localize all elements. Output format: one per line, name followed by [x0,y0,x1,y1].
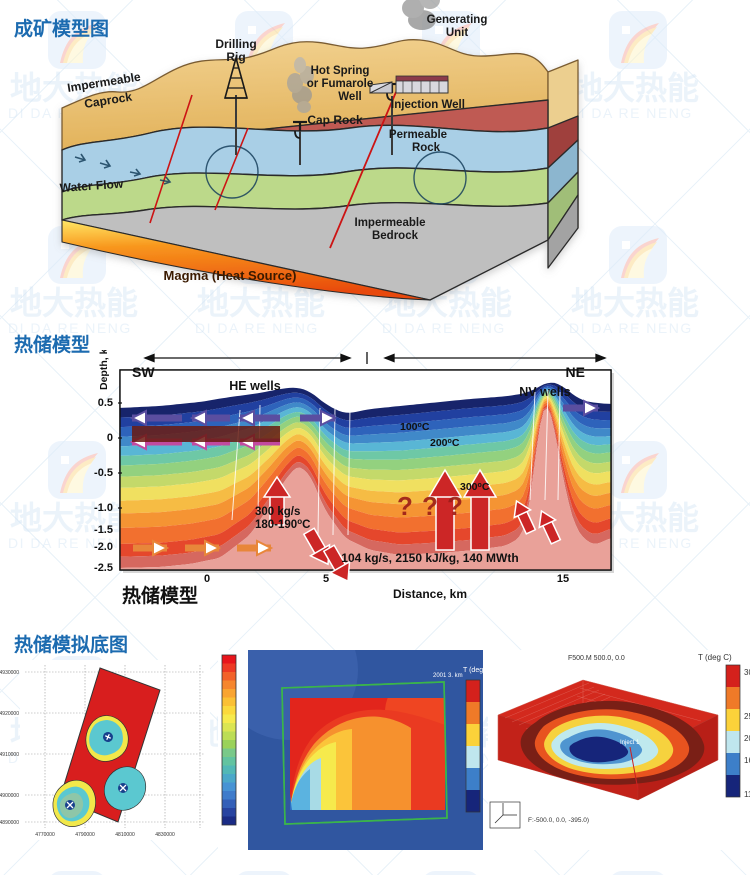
svg-text:0: 0 [204,573,210,585]
svg-text:4790000: 4790000 [75,832,95,838]
svg-text:Distance, km: Distance, km [393,587,467,601]
svg-text:4900000: 4900000 [0,793,19,799]
svg-text:Cap Rock: Cap Rock [307,113,363,127]
svg-text:Drilling: Drilling [215,37,256,51]
svg-text:180-190oC: 180-190oC [255,517,310,532]
svg-text:-1.5: -1.5 [94,524,113,536]
svg-text:Impermeable: Impermeable [355,217,426,229]
svg-text:100oC: 100oC [400,421,430,433]
svg-text:209: 209 [744,734,750,743]
svg-text:-2.5: -2.5 [94,562,113,574]
svg-text:or Fumarole: or Fumarole [307,78,373,90]
svg-text:4830000: 4830000 [155,832,175,838]
svg-text:4920000: 4920000 [0,711,19,717]
svg-text:15: 15 [557,573,569,585]
svg-text:4770000: 4770000 [35,832,55,838]
svg-text:104 kg/s, 2150 kJ/kg, 140 MWth: 104 kg/s, 2150 kJ/kg, 140 MWth [341,551,518,565]
svg-text:?: ? [397,491,413,521]
svg-text:4910000: 4910000 [0,752,19,758]
svg-text:Generating: Generating [427,14,488,26]
svg-text:Depth, km: Depth, km [98,350,110,390]
svg-text:HE wells: HE wells [229,379,280,393]
svg-text:2001 3. km: 2001 3. km [433,673,463,679]
svg-text:Rig: Rig [226,50,245,64]
svg-text:4930000: 4930000 [0,670,19,676]
svg-text:F500.M 500.0, 0.0: F500.M 500.0, 0.0 [568,655,625,662]
svg-text:Bedrock: Bedrock [372,230,419,242]
svg-text:Inject 1: Inject 1 [620,740,640,746]
svg-text:300 kg/s: 300 kg/s [255,506,300,518]
svg-text:-2.0: -2.0 [94,541,113,553]
svg-text:163: 163 [744,756,750,765]
svg-text:Hot Spring: Hot Spring [311,65,370,77]
svg-text:F:-500.0, 0.0, -395.0): F:-500.0, 0.0, -395.0) [528,817,589,824]
svg-text:4810000: 4810000 [115,832,135,838]
svg-text:NV wells: NV wells [519,385,570,399]
svg-text:Unit: Unit [446,27,469,39]
svg-text:300oC: 300oC [460,481,490,493]
svg-text:?: ? [422,491,438,521]
svg-text:4890000: 4890000 [0,820,19,826]
svg-text:200oC: 200oC [430,437,460,449]
svg-text:5: 5 [323,573,329,585]
svg-text:Well: Well [338,91,361,103]
svg-text:Permeable: Permeable [389,129,447,141]
svg-text:254: 254 [744,712,750,721]
svg-text:0.5: 0.5 [98,397,113,409]
svg-text:Injection Well: Injection Well [391,99,465,111]
svg-text:-0.5: -0.5 [94,467,113,479]
svg-text:-1.0: -1.0 [94,502,113,514]
svg-text:300: 300 [744,668,750,677]
svg-text:T (deg C): T (deg C) [698,653,732,662]
svg-text:0: 0 [107,432,113,444]
svg-text:?: ? [447,491,463,521]
svg-text:SW: SW [132,364,155,380]
svg-text:NE: NE [566,364,585,380]
svg-text:117: 117 [744,790,750,799]
svg-text:Magma (Heat Source): Magma (Heat Source) [164,268,297,283]
svg-text:Rock: Rock [412,142,441,154]
svg-text:热储模型: 热储模型 [122,584,198,607]
